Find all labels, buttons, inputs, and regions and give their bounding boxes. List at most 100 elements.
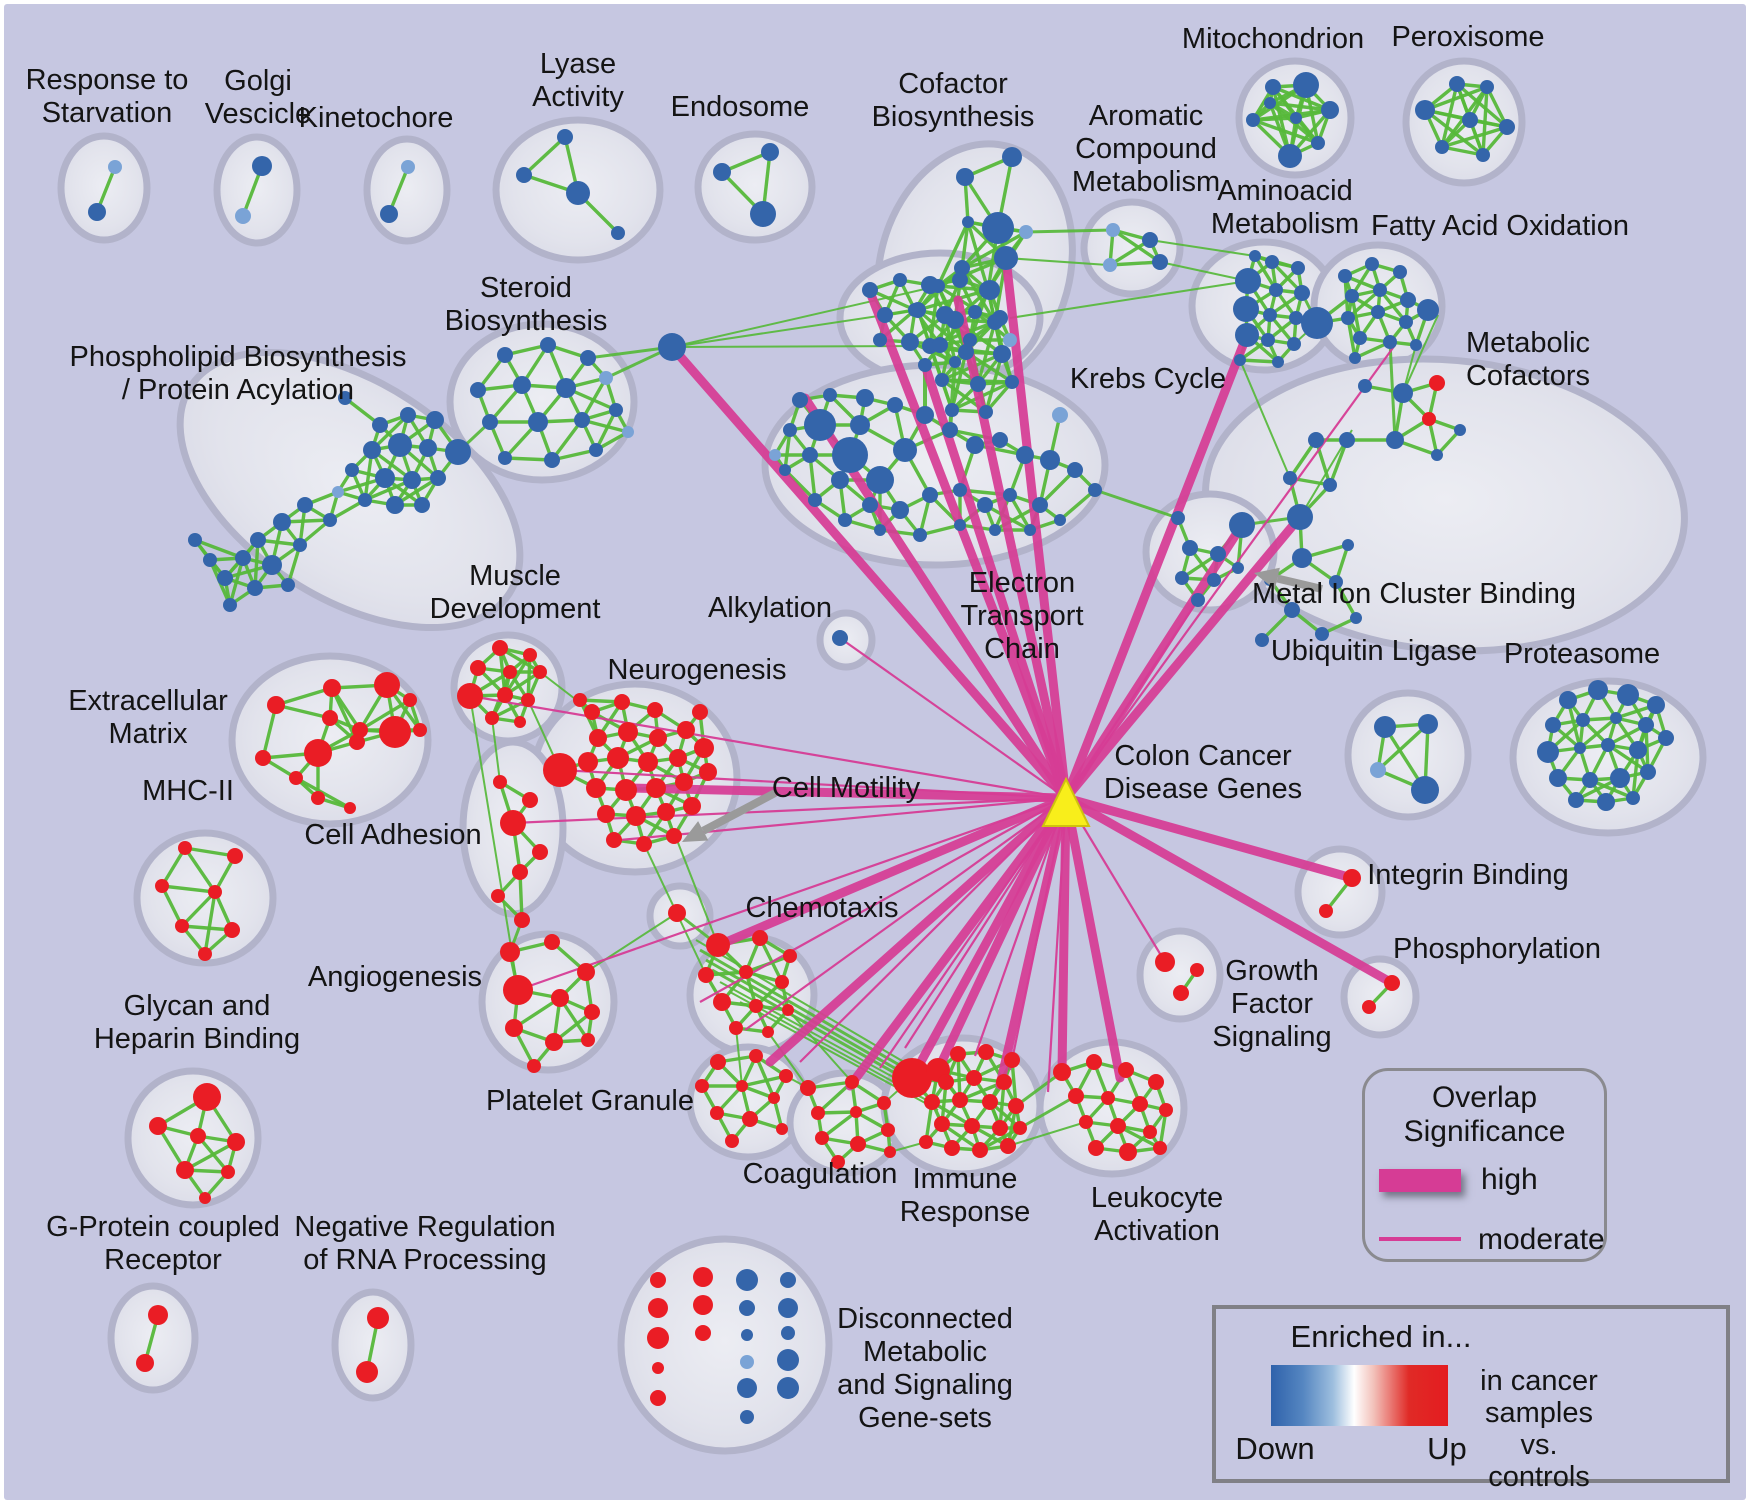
- gene-set-node: [193, 1083, 221, 1111]
- gene-set-node: [1370, 762, 1386, 778]
- cluster-ellipse-golgi-vescicle: [213, 133, 301, 247]
- enrichment-context-label: in cancer samples vs. controls: [1474, 1365, 1604, 1493]
- cluster-label-electron-transport-chain-line3: Chain: [984, 633, 1060, 665]
- gene-set-node: [1261, 333, 1275, 347]
- gene-set-node: [597, 805, 615, 823]
- gene-set-node: [1159, 1103, 1173, 1117]
- gene-set-node: [800, 1080, 816, 1096]
- gene-set-node: [950, 1046, 966, 1062]
- gene-set-node: [921, 276, 939, 294]
- gene-set-node: [1640, 764, 1656, 780]
- overlap-significance-legend: Overlap Significance high moderate: [1362, 1068, 1607, 1262]
- cluster-label-fatty-acid-oxidation-line1: Fatty Acid Oxidation: [1371, 210, 1629, 242]
- cluster-label-leukocyte-activation-line1: Leukocyte: [1091, 1182, 1223, 1214]
- cluster-ellipse-ubiquitin-ligase: [1344, 689, 1472, 821]
- gene-set-node: [323, 513, 337, 527]
- gene-set-node: [996, 1074, 1012, 1090]
- gene-set-node: [419, 439, 437, 457]
- gene-set-edge: [184, 1140, 237, 1172]
- cluster-label-aminoacid-metabolism-line1: Aminoacid: [1217, 175, 1352, 207]
- gene-set-node: [332, 486, 344, 498]
- cluster-label-cofactor-biosynthesis-line2: Biosynthesis: [872, 101, 1035, 133]
- inter-cluster-edge: [491, 717, 501, 783]
- gene-set-node: [964, 1118, 980, 1134]
- cluster-ellipse-endosome: [694, 130, 816, 244]
- gene-set-node: [516, 167, 532, 183]
- enrichment-context-line3: vs. controls: [1488, 1429, 1590, 1493]
- cluster-label-growth-factor-signaling-line2: Factor: [1231, 988, 1314, 1020]
- gene-set-node: [741, 1329, 753, 1341]
- gene-set-edge: [161, 884, 216, 894]
- gene-set-node: [247, 580, 263, 596]
- gene-set-node: [1647, 696, 1665, 714]
- gene-set-node: [190, 1128, 206, 1144]
- gene-set-edge: [522, 135, 567, 177]
- cluster-label-integrin-binding-line1: Integrin Binding: [1367, 859, 1569, 891]
- gene-set-node: [1118, 1062, 1134, 1078]
- gene-set-node: [1088, 1140, 1104, 1156]
- hub-edge-moderate: [1065, 344, 1396, 799]
- gene-set-node: [289, 771, 303, 785]
- cluster-label-kinetochore-line1: Kinetochore: [299, 102, 454, 134]
- inter-cluster-edge: [1094, 488, 1179, 520]
- gene-set-node: [913, 528, 927, 542]
- gene-set-node: [1265, 255, 1279, 269]
- gene-set-node: [363, 441, 381, 459]
- gene-set-node: [1329, 575, 1343, 589]
- gene-set-node: [1349, 352, 1361, 364]
- gene-set-edge: [1328, 439, 1349, 486]
- gene-set-edge: [580, 377, 608, 421]
- gene-set-node: [1079, 1115, 1093, 1129]
- gene-set-node: [1246, 113, 1260, 127]
- cluster-ellipse-metabolic-cofactors: [1202, 355, 1688, 655]
- hub-edge-moderate: [1046, 797, 1068, 1093]
- gene-set-node: [966, 436, 984, 454]
- gene-set-node: [1629, 741, 1647, 759]
- gene-set-node: [1086, 1054, 1102, 1070]
- gene-set-edge: [203, 891, 217, 955]
- gene-set-node: [544, 452, 560, 468]
- gene-set-node: [1480, 80, 1494, 94]
- gene-set-node: [589, 729, 607, 747]
- gene-set-node: [1088, 483, 1102, 497]
- cluster-label-lyase-activity-line1: Lyase: [540, 48, 616, 80]
- gene-set-node: [430, 470, 446, 486]
- cluster-label-metal-ion-cluster-binding-line1: Metal Ion Cluster Binding: [1252, 578, 1576, 610]
- gene-set-node: [838, 513, 852, 527]
- gene-set-edge: [183, 847, 217, 893]
- gene-set-node: [250, 532, 266, 548]
- gene-set-node: [749, 999, 763, 1013]
- gene-set-node: [792, 392, 808, 408]
- hub-edge-moderate: [1065, 599, 1199, 799]
- high-significance-swatch: [1379, 1169, 1461, 1192]
- gene-set-node: [198, 947, 212, 961]
- gene-set-node: [1068, 1088, 1084, 1104]
- gene-set-node: [304, 739, 332, 767]
- cluster-label-cofactor-biosynthesis-line1: Cofactor: [898, 68, 1008, 100]
- gene-set-node: [970, 376, 986, 392]
- gene-set-node: [615, 779, 637, 801]
- gene-set-node: [1143, 1125, 1157, 1139]
- gene-set-node: [522, 792, 538, 808]
- gene-set-node: [108, 160, 122, 174]
- gene-set-node: [908, 303, 922, 317]
- inter-cluster-edge: [1009, 280, 1249, 319]
- cluster-label-lyase-activity-line2: Activity: [532, 81, 624, 113]
- gene-set-node: [832, 630, 848, 646]
- gene-set-edge: [518, 871, 524, 921]
- gene-set-node: [1343, 869, 1361, 887]
- gene-set-node: [1233, 296, 1259, 322]
- gene-set-node: [1265, 79, 1281, 95]
- gene-set-node: [683, 797, 701, 815]
- gene-set-node: [136, 1354, 154, 1372]
- gene-set-node: [1415, 100, 1435, 120]
- gene-set-node: [1537, 741, 1559, 763]
- gene-set-node: [1386, 431, 1404, 449]
- gene-set-node: [1435, 140, 1449, 154]
- gene-set-node: [1119, 1143, 1137, 1161]
- gene-set-node: [1626, 791, 1640, 805]
- gene-set-node: [979, 405, 993, 419]
- gene-set-node: [609, 403, 623, 417]
- gene-set-node: [749, 1049, 763, 1063]
- gene-set-node: [227, 848, 243, 864]
